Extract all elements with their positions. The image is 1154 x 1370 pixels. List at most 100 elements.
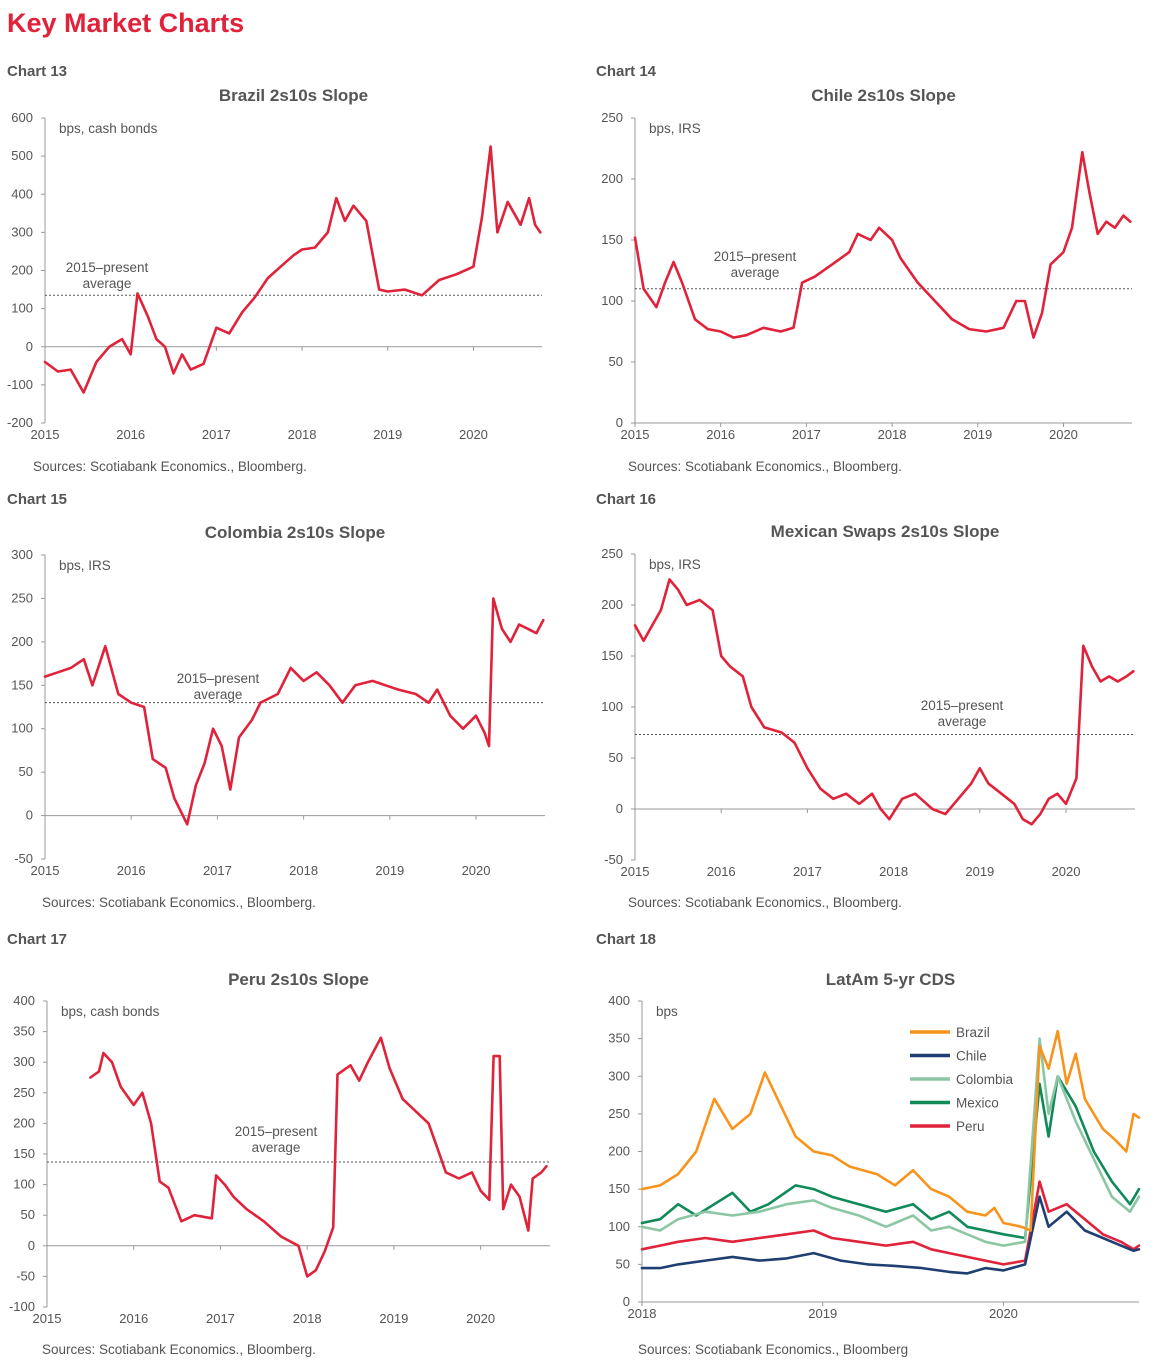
y-tick-label: 250 [601,546,623,561]
y-tick-label: 250 [608,1106,630,1121]
y-tick-label: 300 [13,1054,35,1069]
source-note: Sources: Scotiabank Economics., Bloomber… [628,895,902,910]
y-tick-label: 200 [13,1115,35,1130]
source-note: Sources: Scotiabank Economics., Bloomber… [638,1342,908,1357]
y-tick-label: 250 [13,1085,35,1100]
y-tick-label: 150 [601,648,623,663]
legend-entry: Peru [956,1119,985,1134]
y-tick-label: -100 [7,377,33,392]
y-tick-label: 200 [601,171,623,186]
average-label: 2015–present [66,260,149,275]
x-tick-label: 2018 [878,427,907,442]
unit-label: bps, IRS [649,121,701,136]
average-label: 2015–present [714,249,797,264]
series-line [633,150,1132,339]
series-line [43,597,545,826]
y-tick-label: 100 [11,301,33,316]
x-tick-label: 2019 [373,427,402,442]
legend-entry: Brazil [956,1025,990,1040]
y-tick-label: 0 [26,339,33,354]
series-line [43,145,542,394]
legend-entry: Chile [956,1049,987,1064]
y-tick-label: 100 [11,721,33,736]
chart-label: Chart 17 [7,931,68,948]
chart-6: LatAm 5-yr CDS 0 50 100 150 200 250 300 350 400 20… [608,970,1141,1357]
x-tick-label: 2020 [466,1311,495,1326]
average-label: 2015–present [921,698,1004,713]
legend-entry: Mexico [956,1096,999,1111]
average-label: average [83,276,132,291]
chart-label: Chart 14 [596,63,657,80]
y-tick-label: 50 [19,764,33,779]
x-tick-label: 2015 [31,863,60,878]
y-tick-label: 400 [13,993,35,1008]
y-tick-label: 200 [11,263,33,278]
y-tick-label: -50 [16,1268,35,1283]
series-line [633,578,1135,826]
chart-title: LatAm 5-yr CDS [826,970,955,989]
x-tick-label: 2020 [462,863,491,878]
y-tick-label: 150 [11,677,33,692]
y-tick-label: 0 [623,1294,630,1309]
x-tick-label: 2017 [792,427,821,442]
chart-1: Brazil 2s10s Slope -200 -100 0 100 200 300 400 5… [7,86,542,474]
y-tick-label: 50 [609,354,623,369]
y-tick-label: 100 [601,293,623,308]
average-label: average [938,714,987,729]
x-tick-label: 2015 [621,427,650,442]
chart-label: Chart 16 [596,491,657,508]
page-title: Key Market Charts [7,8,245,38]
y-tick-label: 100 [608,1219,630,1234]
y-tick-label: 500 [11,148,33,163]
series-line-peru [640,1180,1141,1266]
x-tick-label: 2018 [628,1306,657,1321]
chart-title: Mexican Swaps 2s10s Slope [771,522,1000,541]
y-tick-label: 200 [608,1144,630,1159]
chart-title: Colombia 2s10s Slope [205,523,385,542]
source-note: Sources: Scotiabank Economics., Bloomber… [42,895,316,910]
x-tick-label: 2020 [989,1306,1018,1321]
average-label: average [252,1140,301,1155]
x-tick-label: 2015 [621,864,650,879]
y-tick-label: 150 [13,1146,35,1161]
chart-title: Peru 2s10s Slope [228,970,369,989]
y-tick-label: 300 [11,547,33,562]
unit-label: bps, cash bonds [59,121,158,136]
x-tick-label: 2016 [707,864,736,879]
y-tick-label: -50 [604,852,623,867]
x-tick-label: 2018 [288,427,317,442]
y-tick-label: 0 [28,1238,35,1253]
x-tick-label: 2019 [379,1311,408,1326]
x-tick-label: 2019 [808,1306,837,1321]
y-tick-label: 150 [608,1181,630,1196]
y-tick-label: 0 [26,808,33,823]
x-tick-label: 2017 [206,1311,235,1326]
source-note: Sources: Scotiabank Economics., Bloomber… [628,459,902,474]
y-tick-label: 400 [11,186,33,201]
y-tick-label: 200 [11,634,33,649]
y-tick-label: 400 [608,993,630,1008]
x-tick-label: 2018 [289,863,318,878]
chart-3: Colombia 2s10s Slope -50 0 50 100 150 200 250 30… [11,523,545,910]
x-tick-label: 2015 [31,427,60,442]
x-tick-label: 2018 [293,1311,322,1326]
average-label: 2015–present [235,1124,318,1139]
x-tick-label: 2016 [706,427,735,442]
x-tick-label: 2020 [459,427,488,442]
chart-title: Chile 2s10s Slope [811,86,956,105]
y-tick-label: 50 [609,750,623,765]
unit-label: bps [656,1004,678,1019]
y-tick-label: -50 [14,851,33,866]
x-tick-label: 2019 [963,427,992,442]
x-tick-label: 2016 [116,427,145,442]
y-tick-label: 350 [608,1031,630,1046]
y-tick-label: -200 [7,415,33,430]
x-tick-label: 2017 [793,864,822,879]
y-tick-label: 0 [616,415,623,430]
y-tick-label: -100 [9,1299,35,1314]
chart-title: Brazil 2s10s Slope [219,86,368,105]
series-line-brazil [640,1029,1141,1232]
average-label: average [731,265,780,280]
chart-label: Chart 18 [596,931,657,948]
chart-label: Chart 15 [7,491,68,508]
